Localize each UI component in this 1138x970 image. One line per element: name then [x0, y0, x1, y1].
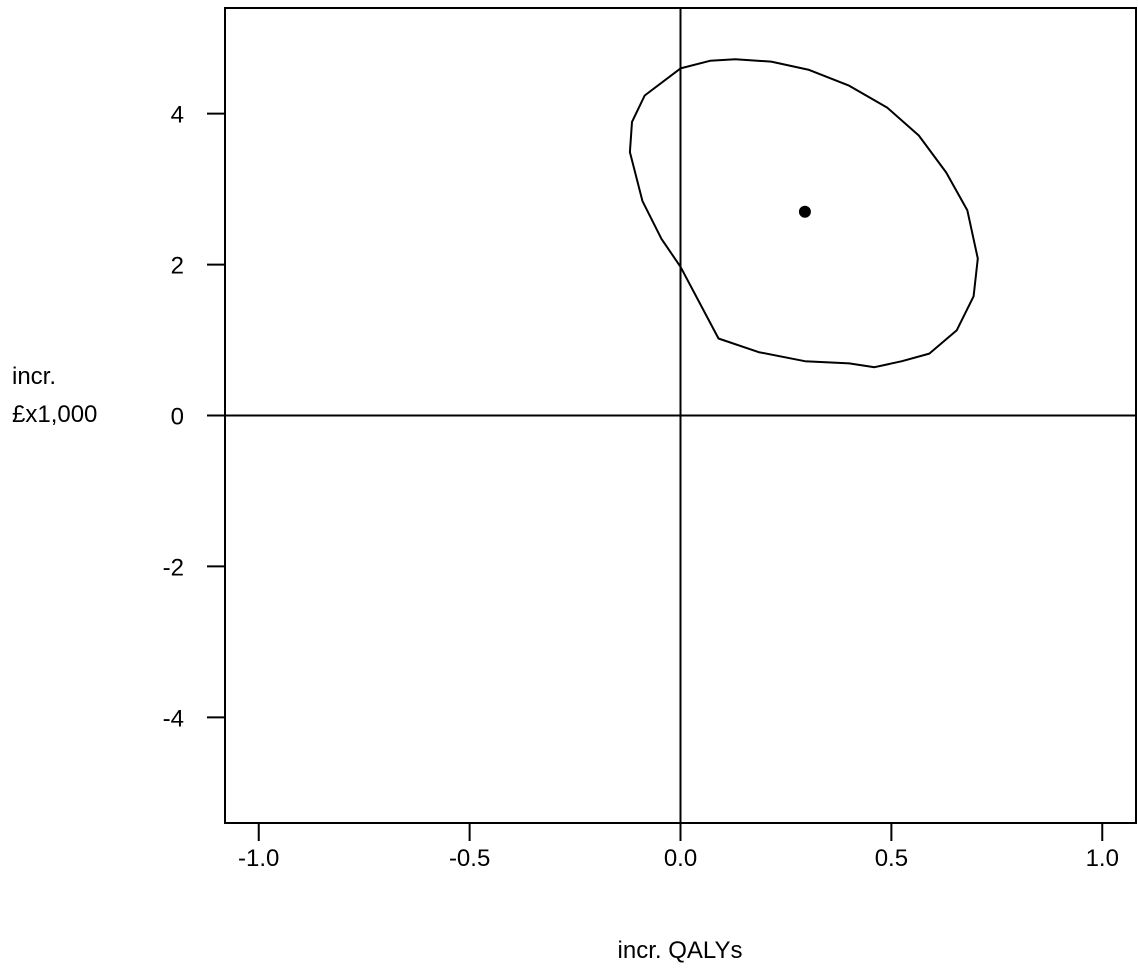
confidence-ellipse: [628, 58, 979, 369]
y-axis: -4 -2 0 2 4: [163, 102, 225, 732]
x-axis: -1.0 -0.5 0.0 0.5 1.0: [238, 823, 1119, 872]
y-tick-label: 2: [171, 253, 184, 280]
y-axis-title: incr. £x1,000: [12, 363, 97, 428]
y-axis-title-line-1: incr.: [12, 363, 56, 390]
x-tick-label: -0.5: [449, 845, 490, 872]
reference-lines: [225, 8, 1136, 823]
y-tick-label: 0: [171, 404, 184, 431]
point-estimate-marker: [798, 205, 811, 218]
y-tick-label: -2: [163, 554, 184, 581]
y-tick-label: -4: [163, 705, 184, 732]
data-series: [628, 58, 979, 369]
x-tick-label: 0.0: [664, 845, 697, 872]
x-tick-label: -1.0: [238, 845, 279, 872]
x-axis-title: incr. QALYs: [618, 937, 743, 964]
x-tick-label: 0.5: [875, 845, 908, 872]
y-tick-label: 4: [171, 102, 184, 129]
y-axis-title-line-2: £x1,000: [12, 401, 97, 428]
x-tick-label: 1.0: [1086, 845, 1119, 872]
